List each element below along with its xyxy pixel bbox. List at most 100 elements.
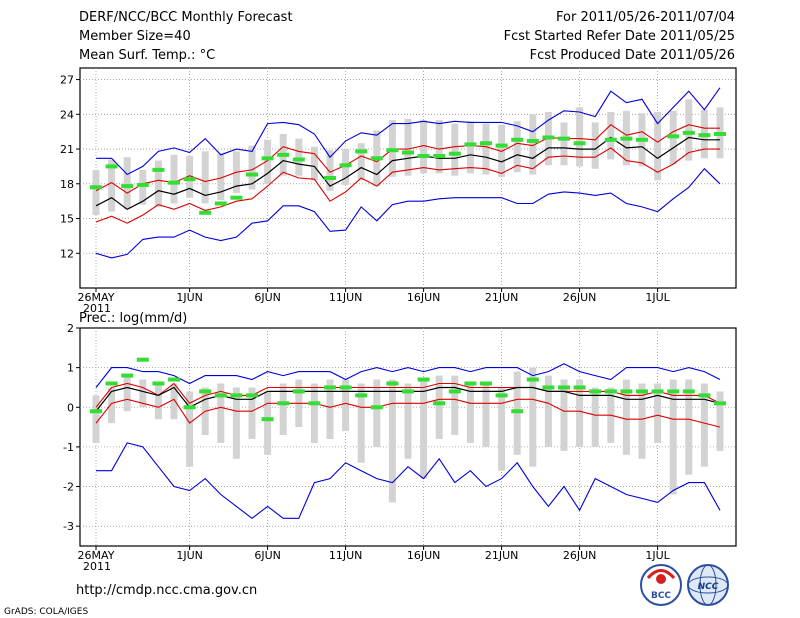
ensemble-box	[217, 153, 225, 200]
ensemble-box	[404, 383, 412, 459]
x-tick-label: 26MAY	[78, 291, 115, 304]
ensemble-box	[420, 379, 428, 479]
header-period: For 2011/05/26-2011/07/04	[556, 10, 735, 25]
ensemble-box	[451, 375, 459, 436]
x-tick-label: 1JUL	[645, 291, 670, 304]
x-tick-label: 26MAY	[78, 549, 115, 562]
observed-marker	[682, 130, 695, 135]
footer-url[interactable]: http://cmdp.ncc.cma.gov.cn	[76, 583, 257, 598]
ensemble-box	[388, 379, 396, 503]
observed-marker	[370, 156, 383, 161]
bcc-logo: BCC	[640, 564, 682, 606]
y-tick-label: -3	[63, 520, 74, 533]
observed-marker	[168, 377, 180, 382]
ensemble-box	[123, 375, 131, 412]
observed-marker	[464, 381, 477, 386]
observed-marker	[339, 385, 352, 390]
ensemble-box	[654, 112, 662, 181]
observed-marker	[246, 172, 258, 177]
ensemble-box	[576, 379, 584, 447]
observed-marker	[90, 185, 102, 190]
ensemble-box	[404, 118, 412, 176]
ensemble-min-line	[96, 442, 721, 519]
ensemble-box	[92, 169, 100, 216]
ensemble-box	[529, 367, 537, 467]
ensemble-box	[560, 122, 568, 166]
observed-marker	[448, 389, 461, 394]
ensemble-min-line	[95, 167, 721, 259]
observed-marker	[168, 180, 180, 185]
observed-marker	[495, 143, 508, 148]
observed-marker	[526, 138, 539, 143]
observed-marker	[230, 393, 243, 398]
ensemble-box	[139, 379, 147, 408]
observed-marker	[308, 401, 321, 406]
spread-lower-line	[95, 147, 720, 224]
ensemble-box	[685, 379, 693, 475]
ensemble-box	[560, 379, 568, 451]
observed-marker	[464, 142, 477, 147]
plot-frame	[79, 327, 737, 547]
ensemble-box	[279, 383, 287, 436]
ensemble-box	[357, 383, 365, 463]
observed-marker	[105, 381, 118, 386]
x-tick-label: 6JUN	[254, 291, 281, 304]
observed-marker	[277, 401, 290, 406]
ensemble-box	[186, 391, 194, 467]
ensemble-box	[685, 99, 693, 161]
x-tick-label: 11JUN	[329, 549, 363, 562]
ensemble-box	[295, 138, 303, 176]
ensemble-box	[139, 169, 147, 205]
ensemble-box	[154, 160, 162, 207]
ensemble-box	[170, 154, 178, 204]
observed-marker	[698, 133, 711, 138]
observed-marker	[448, 151, 461, 156]
ensemble-box	[435, 120, 443, 174]
observed-marker	[667, 389, 680, 394]
precip-label: Prec.: log(mm/d)	[79, 311, 187, 326]
x-tick-label: 1JUN	[176, 549, 203, 562]
observed-marker	[339, 163, 352, 168]
ensemble-box	[420, 120, 428, 174]
ensemble-box	[591, 387, 599, 447]
ensemble-box	[217, 383, 225, 443]
y-tick-label: 24	[60, 108, 74, 121]
grads-credit: GrADS: COLA/IGES	[4, 607, 88, 617]
observed-marker	[698, 393, 711, 398]
observed-marker	[526, 377, 539, 382]
x-tick-label: 6JUN	[254, 549, 281, 562]
observed-marker	[495, 393, 508, 398]
x-tick-label: 26JUN	[563, 549, 597, 562]
observed-marker	[682, 389, 695, 394]
x-tick-label: 26JUN	[563, 291, 597, 304]
x-tick-label: 1JUL	[645, 549, 670, 562]
ensemble-box	[466, 383, 474, 443]
header-member-size: Member Size=40	[79, 29, 191, 44]
observed-marker	[152, 381, 165, 386]
observed-marker	[604, 389, 617, 394]
ensemble-box	[154, 383, 162, 420]
ensemble-box	[108, 387, 116, 424]
observed-marker	[121, 373, 134, 378]
observed-marker	[386, 148, 399, 153]
observed-marker	[620, 136, 633, 141]
ensemble-box	[357, 143, 365, 181]
ensemble-box	[638, 383, 646, 459]
header-produced-date: Fcst Produced Date 2011/05/26	[530, 48, 735, 63]
ensemble-box	[92, 395, 100, 443]
observed-marker	[433, 154, 446, 158]
ensemble-box	[482, 383, 490, 447]
observed-marker	[636, 389, 648, 394]
observed-marker	[511, 409, 524, 414]
header-variable: Mean Surf. Temp.: °C	[79, 48, 215, 63]
ensemble-box	[310, 383, 318, 443]
ensemble-max-line	[96, 87, 721, 176]
y-tick-label: -2	[63, 481, 74, 494]
observed-marker	[620, 389, 633, 394]
ensemble-box	[248, 387, 256, 439]
y-tick-label: -1	[63, 441, 74, 454]
observed-marker	[667, 134, 680, 139]
